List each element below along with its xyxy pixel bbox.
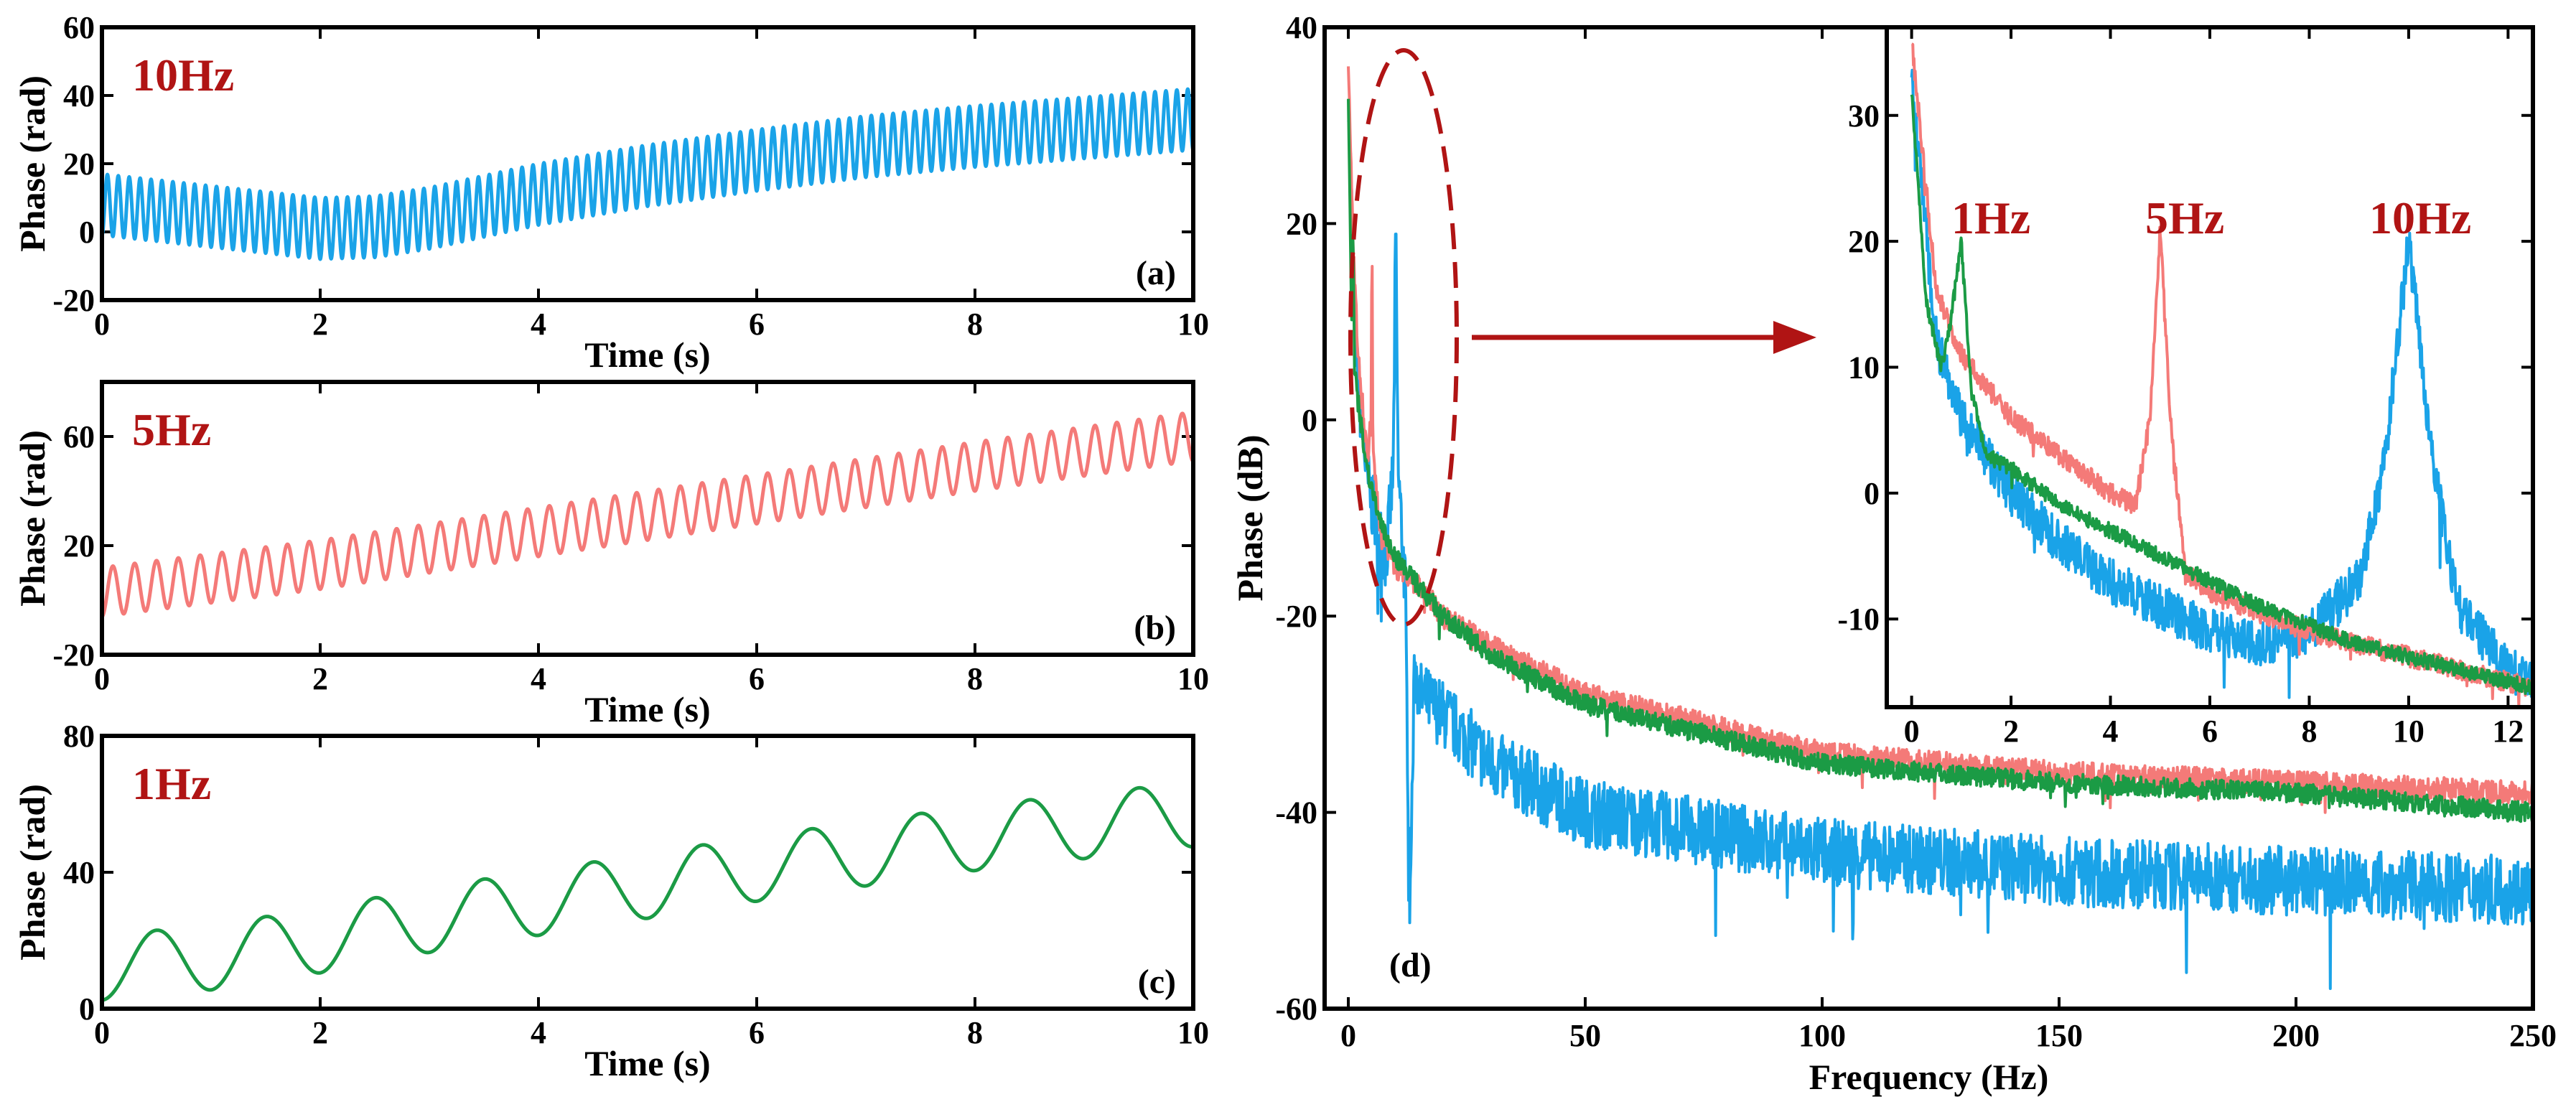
y-axis-title: Phase (rad) [12,75,52,252]
y-tick-label: 0 [1864,476,1880,511]
y-tick-label: 40 [63,78,95,113]
spectrum-series-line [1347,111,2534,990]
y-tick-label: -20 [52,638,95,673]
plot-frame [100,25,1195,302]
frequency-label: 1Hz [132,758,211,809]
x-tick-label: 4 [531,307,546,342]
panel-label: (c) [1138,963,1176,1001]
x-tick-label: 10 [1177,307,1209,342]
series-line [100,785,1195,1002]
inset-frequency-label: 10Hz [2369,192,2471,243]
x-tick-label: 6 [749,1015,765,1050]
x-tick-label: 2 [2003,714,2019,749]
panel-label: (a) [1136,254,1176,292]
x-tick-label: 0 [94,307,110,342]
y-tick-label: -60 [1275,991,1317,1027]
y-tick-label: 40 [1286,10,1317,45]
y-tick-label: -20 [1275,599,1317,634]
y-tick-label: 0 [79,215,95,250]
inset-frame [1885,25,2535,709]
inset-frequency-label: 5Hz [2145,192,2224,243]
panel-c-phase-vs-time-1hz: 0 2 4 6 8 10 0 40 80 1Hz (c) Time (s) Phase (rad) [12,719,1209,1083]
inset-background [1887,27,2533,707]
x-tick-label: 2 [312,307,328,342]
x-tick-label: 10 [1177,661,1209,696]
series-line [100,411,1195,619]
x-tick-label: 8 [2301,714,2317,749]
spectrum-series-line [1347,98,2534,823]
x-tick-label: 10 [2393,714,2425,749]
x-axis-title: Time (s) [584,689,710,729]
inset-series-line [1910,68,2534,701]
x-axis-title: Time (s) [584,335,710,375]
y-tick-label: 0 [79,991,95,1027]
x-tick-label: 0 [1904,714,1920,749]
y-tick-label: 0 [1302,403,1317,438]
x-tick-label: 6 [2202,714,2218,749]
y-tick-label: 20 [1848,224,1880,259]
x-tick-label: 200 [2272,1018,2320,1053]
x-tick-label: 6 [749,307,765,342]
x-tick-label: 250 [2509,1018,2557,1053]
panel-label: (b) [1134,609,1176,647]
series-line [100,87,1195,261]
x-tick-label: 4 [2103,714,2119,749]
plot-frame [100,734,1195,1011]
inset-frequency-label: 1Hz [1951,192,2030,243]
highlight-ellipse [1348,48,1459,627]
y-tick-label: 20 [1286,206,1317,241]
y-tick-label: 10 [1848,350,1880,386]
panel-d-inset-zoom: 0 2 4 6 8 10 12 -10 0 10 20 30 1Hz 5Hz 10Hz [1837,25,2535,749]
y-axis-title: Phase (rad) [12,430,52,607]
x-tick-label: 100 [1798,1018,1846,1053]
y-tick-label: 20 [63,528,95,564]
y-tick-label: 40 [63,855,95,890]
y-axis-title: Phase (dB) [1230,435,1270,602]
x-tick-label: 6 [749,661,765,696]
frequency-label: 10Hz [132,50,234,101]
y-tick-label: 60 [63,419,95,454]
y-tick-label: -10 [1837,602,1880,637]
frequency-label: 5Hz [132,404,211,455]
y-axis-title: Phase (rad) [12,784,52,961]
y-tick-label: 30 [1848,98,1880,134]
annotations [1348,48,1816,627]
x-tick-label: 4 [531,1015,546,1050]
x-tick-label: 150 [2035,1018,2083,1053]
y-tick-label: 20 [63,146,95,182]
x-tick-label: 8 [967,307,983,342]
x-tick-label: 2 [312,661,328,696]
x-axis-title: Time (s) [584,1043,710,1083]
x-tick-label: 8 [967,661,983,696]
x-tick-label: 2 [312,1015,328,1050]
x-tick-label: 10 [1177,1015,1209,1050]
y-tick-label: 60 [63,10,95,45]
panel-b-phase-vs-time-5hz: 0 2 4 6 8 10 -20 20 60 5Hz (b) Time (s) Phase (rad) [12,380,1209,729]
x-tick-label: 4 [531,661,546,696]
x-tick-label: 0 [94,661,110,696]
y-tick-label: -20 [52,283,95,318]
x-axis-title: Frequency (Hz) [1809,1057,2049,1097]
x-tick-label: 0 [94,1015,110,1050]
y-tick-label: -40 [1275,795,1317,831]
panel-label: (d) [1389,946,1432,984]
x-tick-label: 12 [2492,714,2524,749]
inset-series-line [1910,94,2534,696]
x-tick-label: 0 [1340,1018,1356,1053]
x-tick-label: 8 [967,1015,983,1050]
x-tick-label: 50 [1569,1018,1601,1053]
y-tick-label: 80 [63,719,95,754]
plot-frame [100,380,1195,657]
zoom-arrow-head [1773,321,1816,354]
